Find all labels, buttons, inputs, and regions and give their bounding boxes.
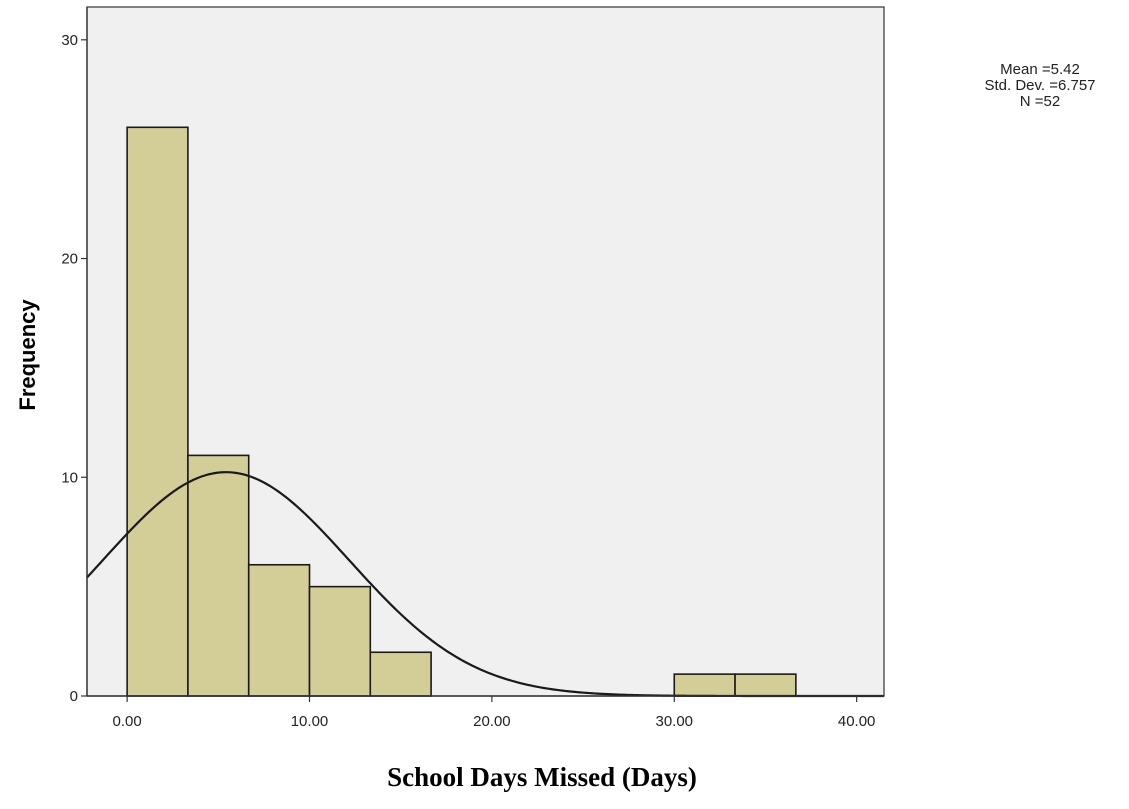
y-tick-label: 30 (61, 32, 78, 49)
x-tick-label: 0.00 (113, 713, 142, 730)
x-tick-label: 40.00 (838, 713, 876, 730)
x-tick-label: 30.00 (655, 713, 693, 730)
stats-mean: Mean =5.42 (1000, 61, 1080, 78)
histogram-bar-0 (126, 126, 189, 697)
x-axis-ticks: 0.00 10.00 20.00 30.00 40.00 (113, 696, 876, 730)
histogram-bars (126, 126, 797, 697)
histogram-bar-2 (247, 563, 311, 697)
x-tick-label: 10.00 (291, 713, 329, 730)
y-tick-label: 10 (61, 469, 78, 486)
x-tick-label: 20.00 (473, 713, 511, 730)
histogram-bar-10 (734, 673, 797, 697)
x-axis-title: School Days Missed (Days) (387, 762, 697, 792)
y-axis-title: Frequency (15, 299, 40, 411)
histogram-bar-4 (369, 651, 432, 697)
y-tick-label: 0 (70, 688, 78, 705)
stats-summary: Mean =5.42 Std. Dev. =6.757 N =52 (984, 61, 1095, 110)
histogram-bar-3 (308, 585, 372, 697)
histogram-bar-9 (673, 673, 736, 697)
histogram-bar-1 (187, 454, 250, 697)
stats-n: N =52 (1020, 93, 1060, 110)
stats-std-dev: Std. Dev. =6.757 (984, 77, 1095, 94)
y-tick-label: 20 (61, 251, 78, 268)
y-axis-ticks: 0 10 20 30 (61, 32, 87, 705)
